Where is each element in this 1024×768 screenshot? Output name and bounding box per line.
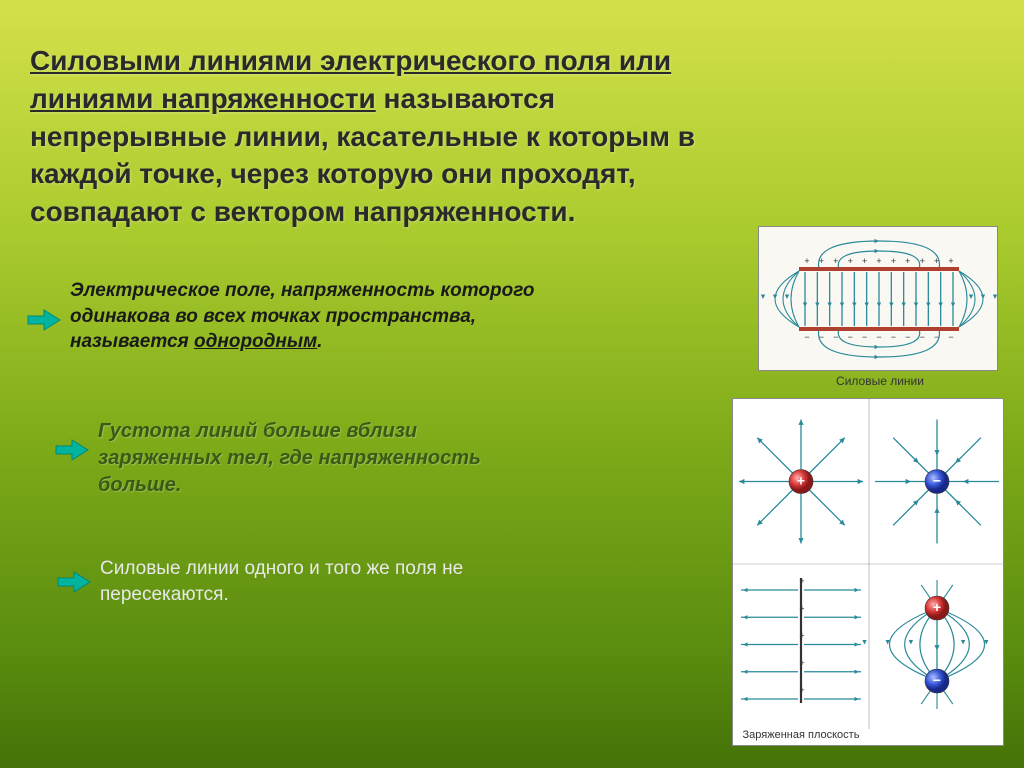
- arrow-bullet-1-icon: [26, 308, 62, 332]
- figure-top-caption: Силовые линии: [800, 374, 960, 388]
- main-title: Силовыми линиями электрического поля или…: [30, 42, 750, 231]
- svg-text:−: −: [933, 473, 941, 489]
- svg-text:+: +: [799, 685, 804, 695]
- svg-text:+: +: [799, 603, 804, 613]
- arrow-bullet-2-icon: [54, 438, 90, 462]
- svg-text:−: −: [848, 332, 853, 342]
- svg-text:+: +: [920, 256, 925, 266]
- svg-text:+: +: [804, 256, 809, 266]
- svg-text:−: −: [876, 332, 881, 342]
- svg-text:−: −: [804, 332, 809, 342]
- svg-text:+: +: [934, 256, 939, 266]
- svg-text:+: +: [876, 256, 881, 266]
- svg-text:+: +: [848, 256, 853, 266]
- svg-text:+: +: [862, 256, 867, 266]
- svg-text:−: −: [862, 332, 867, 342]
- svg-text:+: +: [799, 658, 804, 668]
- svg-text:+: +: [797, 473, 805, 489]
- svg-text:+: +: [799, 576, 804, 586]
- definition-uniform-field: Электрическое поле, напряженность которо…: [70, 278, 590, 355]
- svg-text:−: −: [905, 332, 910, 342]
- svg-text:−: −: [891, 332, 896, 342]
- svg-text:+: +: [933, 599, 941, 615]
- svg-text:+: +: [833, 256, 838, 266]
- svg-text:−: −: [833, 332, 838, 342]
- svg-text:+: +: [891, 256, 896, 266]
- svg-text:−: −: [920, 332, 925, 342]
- figure-parallel-plates: + − + − + − + − + − + − + − + − + − + − + −: [758, 226, 998, 371]
- figure-bottom-caption: Заряженная плоскость: [733, 729, 869, 741]
- svg-text:−: −: [948, 332, 953, 342]
- svg-text:−: −: [819, 332, 824, 342]
- no-intersect-note: Силовые линии одного и того же поля не п…: [100, 556, 520, 607]
- title-underlined: Силовыми линиями электрического поля или…: [30, 45, 671, 114]
- block1-c: .: [317, 331, 322, 352]
- svg-text:+: +: [948, 256, 953, 266]
- svg-text:+: +: [819, 256, 824, 266]
- svg-text:−: −: [934, 332, 939, 342]
- block1-b: однородным: [194, 331, 317, 352]
- svg-text:+: +: [799, 631, 804, 641]
- density-note: Густота линий больше вблизи заряженных т…: [98, 418, 518, 499]
- figure-point-charges: + − + + + + + + − Заряженная плоскость: [732, 398, 1004, 746]
- svg-text:−: −: [933, 672, 941, 688]
- arrow-bullet-3-icon: [56, 570, 92, 594]
- svg-text:+: +: [905, 256, 910, 266]
